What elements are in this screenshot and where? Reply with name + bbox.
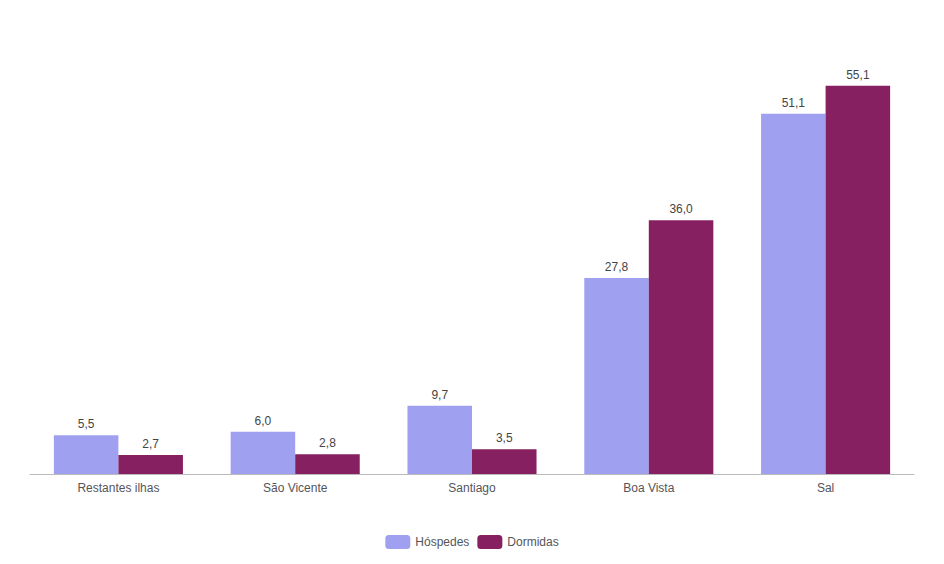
svg-text:Santiago: Santiago [448,481,496,495]
svg-text:Dormidas: Dormidas [507,535,558,549]
svg-text:Boa Vista: Boa Vista [623,481,674,495]
svg-text:9,7: 9,7 [431,388,448,402]
svg-text:2,8: 2,8 [319,436,336,450]
svg-text:36,0: 36,0 [669,202,693,216]
svg-text:Sal: Sal [817,481,834,495]
svg-text:3,5: 3,5 [496,431,513,445]
svg-text:5,5: 5,5 [78,417,95,431]
svg-text:Hóspedes: Hóspedes [415,535,469,549]
svg-text:6,0: 6,0 [255,414,272,428]
svg-text:27,8: 27,8 [605,260,629,274]
svg-text:55,1: 55,1 [846,68,870,82]
svg-text:2,7: 2,7 [142,437,159,451]
svg-text:Restantes ilhas: Restantes ilhas [77,481,159,495]
svg-text:51,1: 51,1 [782,96,806,110]
svg-text:São Vicente: São Vicente [263,481,328,495]
